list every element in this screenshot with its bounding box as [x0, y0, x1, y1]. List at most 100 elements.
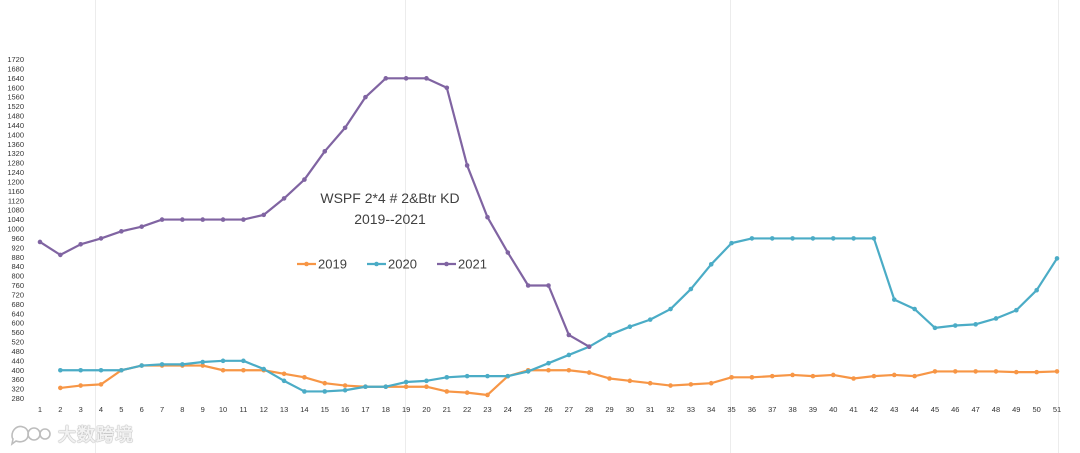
data-point-2021 — [159, 217, 165, 222]
data-point-2020 — [139, 363, 144, 368]
x-tick-label: 33 — [687, 405, 695, 414]
data-point-2019 — [1034, 369, 1039, 375]
x-tick-label: 34 — [707, 405, 715, 414]
x-tick-label: 14 — [300, 405, 308, 414]
data-point-2020 — [891, 297, 897, 302]
x-tick-label: 20 — [422, 405, 430, 414]
series-line-2019 — [59, 364, 1059, 397]
data-point-2021 — [302, 177, 307, 182]
data-point-2020 — [424, 378, 429, 384]
x-tick-label: 7 — [160, 405, 164, 414]
y-tick-label: 1080 — [7, 206, 24, 215]
y-tick-label: 1200 — [7, 177, 24, 186]
data-point-2020 — [485, 373, 490, 379]
data-point-2019 — [1054, 369, 1060, 374]
x-tick-label: 9 — [201, 405, 205, 414]
data-point-2020 — [363, 384, 368, 390]
data-point-2021 — [383, 76, 389, 81]
data-point-2021 — [119, 229, 124, 234]
y-tick-label: 1000 — [7, 225, 24, 234]
x-tick-label: 3 — [79, 405, 83, 414]
data-point-2019 — [302, 375, 307, 380]
data-point-2020 — [790, 236, 795, 241]
data-point-2019 — [871, 373, 877, 379]
data-point-2020 — [1034, 287, 1039, 293]
x-tick-label: 31 — [646, 405, 654, 414]
x-tick-label: 32 — [666, 405, 674, 414]
x-tick-label: 13 — [280, 405, 288, 414]
x-tick-label: 35 — [727, 405, 735, 414]
data-point-2020 — [932, 325, 938, 331]
data-point-2021 — [342, 125, 348, 131]
data-point-2021 — [78, 242, 83, 247]
data-point-2019 — [586, 370, 592, 375]
x-tick-label: 24 — [504, 405, 512, 414]
x-tick-label: 45 — [931, 405, 939, 414]
data-point-2019 — [973, 369, 978, 374]
data-point-2021 — [281, 196, 287, 201]
x-tick-label: 23 — [483, 405, 491, 414]
data-point-2020 — [729, 240, 734, 246]
data-point-2020 — [322, 389, 328, 394]
legend-label: 2020 — [388, 257, 417, 272]
data-point-2020 — [566, 352, 572, 358]
y-tick-label: 840 — [11, 262, 24, 271]
series-layer — [37, 76, 1060, 398]
data-point-2020 — [241, 358, 246, 364]
x-tick-label: 10 — [219, 405, 227, 414]
legend-label: 2021 — [458, 257, 487, 272]
y-tick-label: 1280 — [7, 159, 24, 168]
data-point-2020 — [830, 236, 836, 241]
x-tick-label: 38 — [788, 405, 796, 414]
x-tick-label: 26 — [544, 405, 552, 414]
data-point-2020 — [708, 262, 714, 267]
data-point-2020 — [261, 366, 267, 372]
data-point-2020 — [58, 367, 63, 373]
legend: 2019 2020 2021 — [297, 257, 487, 272]
x-tick-label: 29 — [605, 405, 613, 414]
y-tick-label: 600 — [11, 319, 24, 328]
data-point-2020 — [98, 367, 104, 373]
data-point-2021 — [505, 250, 511, 255]
data-point-2019 — [1014, 369, 1019, 375]
data-point-2019 — [322, 380, 328, 386]
data-point-2019 — [607, 376, 612, 381]
legend-marker — [374, 261, 379, 267]
data-point-2020 — [505, 373, 511, 379]
data-point-2019 — [342, 383, 348, 388]
data-point-2020 — [1054, 256, 1060, 261]
x-tick-label: 49 — [1012, 405, 1020, 414]
page-gridline — [405, 0, 406, 453]
chat-bubbles-icon — [10, 425, 51, 446]
data-point-2020 — [281, 378, 287, 384]
data-point-2021 — [98, 236, 104, 241]
x-tick-label: 48 — [992, 405, 1000, 414]
data-point-2021 — [546, 283, 551, 288]
data-point-2020 — [769, 236, 775, 241]
x-tick-label: 42 — [870, 405, 878, 414]
data-point-2019 — [220, 367, 226, 373]
y-tick-label: 720 — [11, 290, 24, 299]
data-point-2021 — [261, 212, 267, 218]
y-tick-label: 800 — [11, 272, 24, 281]
chart-title: WSPF 2*4 # 2&Btr KD — [320, 190, 459, 206]
data-point-2019 — [566, 367, 572, 373]
y-tick-label: 880 — [11, 253, 24, 262]
series-line-2021 — [38, 77, 591, 348]
x-tick-label: 1 — [38, 405, 42, 414]
y-tick-label: 1240 — [7, 168, 24, 177]
x-tick-label: 16 — [341, 405, 349, 414]
data-point-2021 — [525, 283, 531, 288]
data-point-2019 — [708, 380, 714, 386]
y-tick-label: 480 — [11, 347, 24, 356]
data-point-2020 — [993, 316, 999, 321]
series-2020 — [58, 236, 1060, 394]
data-point-2020 — [912, 306, 917, 312]
data-point-2020 — [973, 322, 978, 327]
data-point-2021 — [220, 217, 226, 222]
data-point-2020 — [302, 389, 307, 394]
data-point-2020 — [180, 362, 185, 367]
data-point-2019 — [444, 389, 450, 394]
data-point-2020 — [220, 358, 226, 364]
y-tick-label: 1640 — [7, 74, 24, 83]
